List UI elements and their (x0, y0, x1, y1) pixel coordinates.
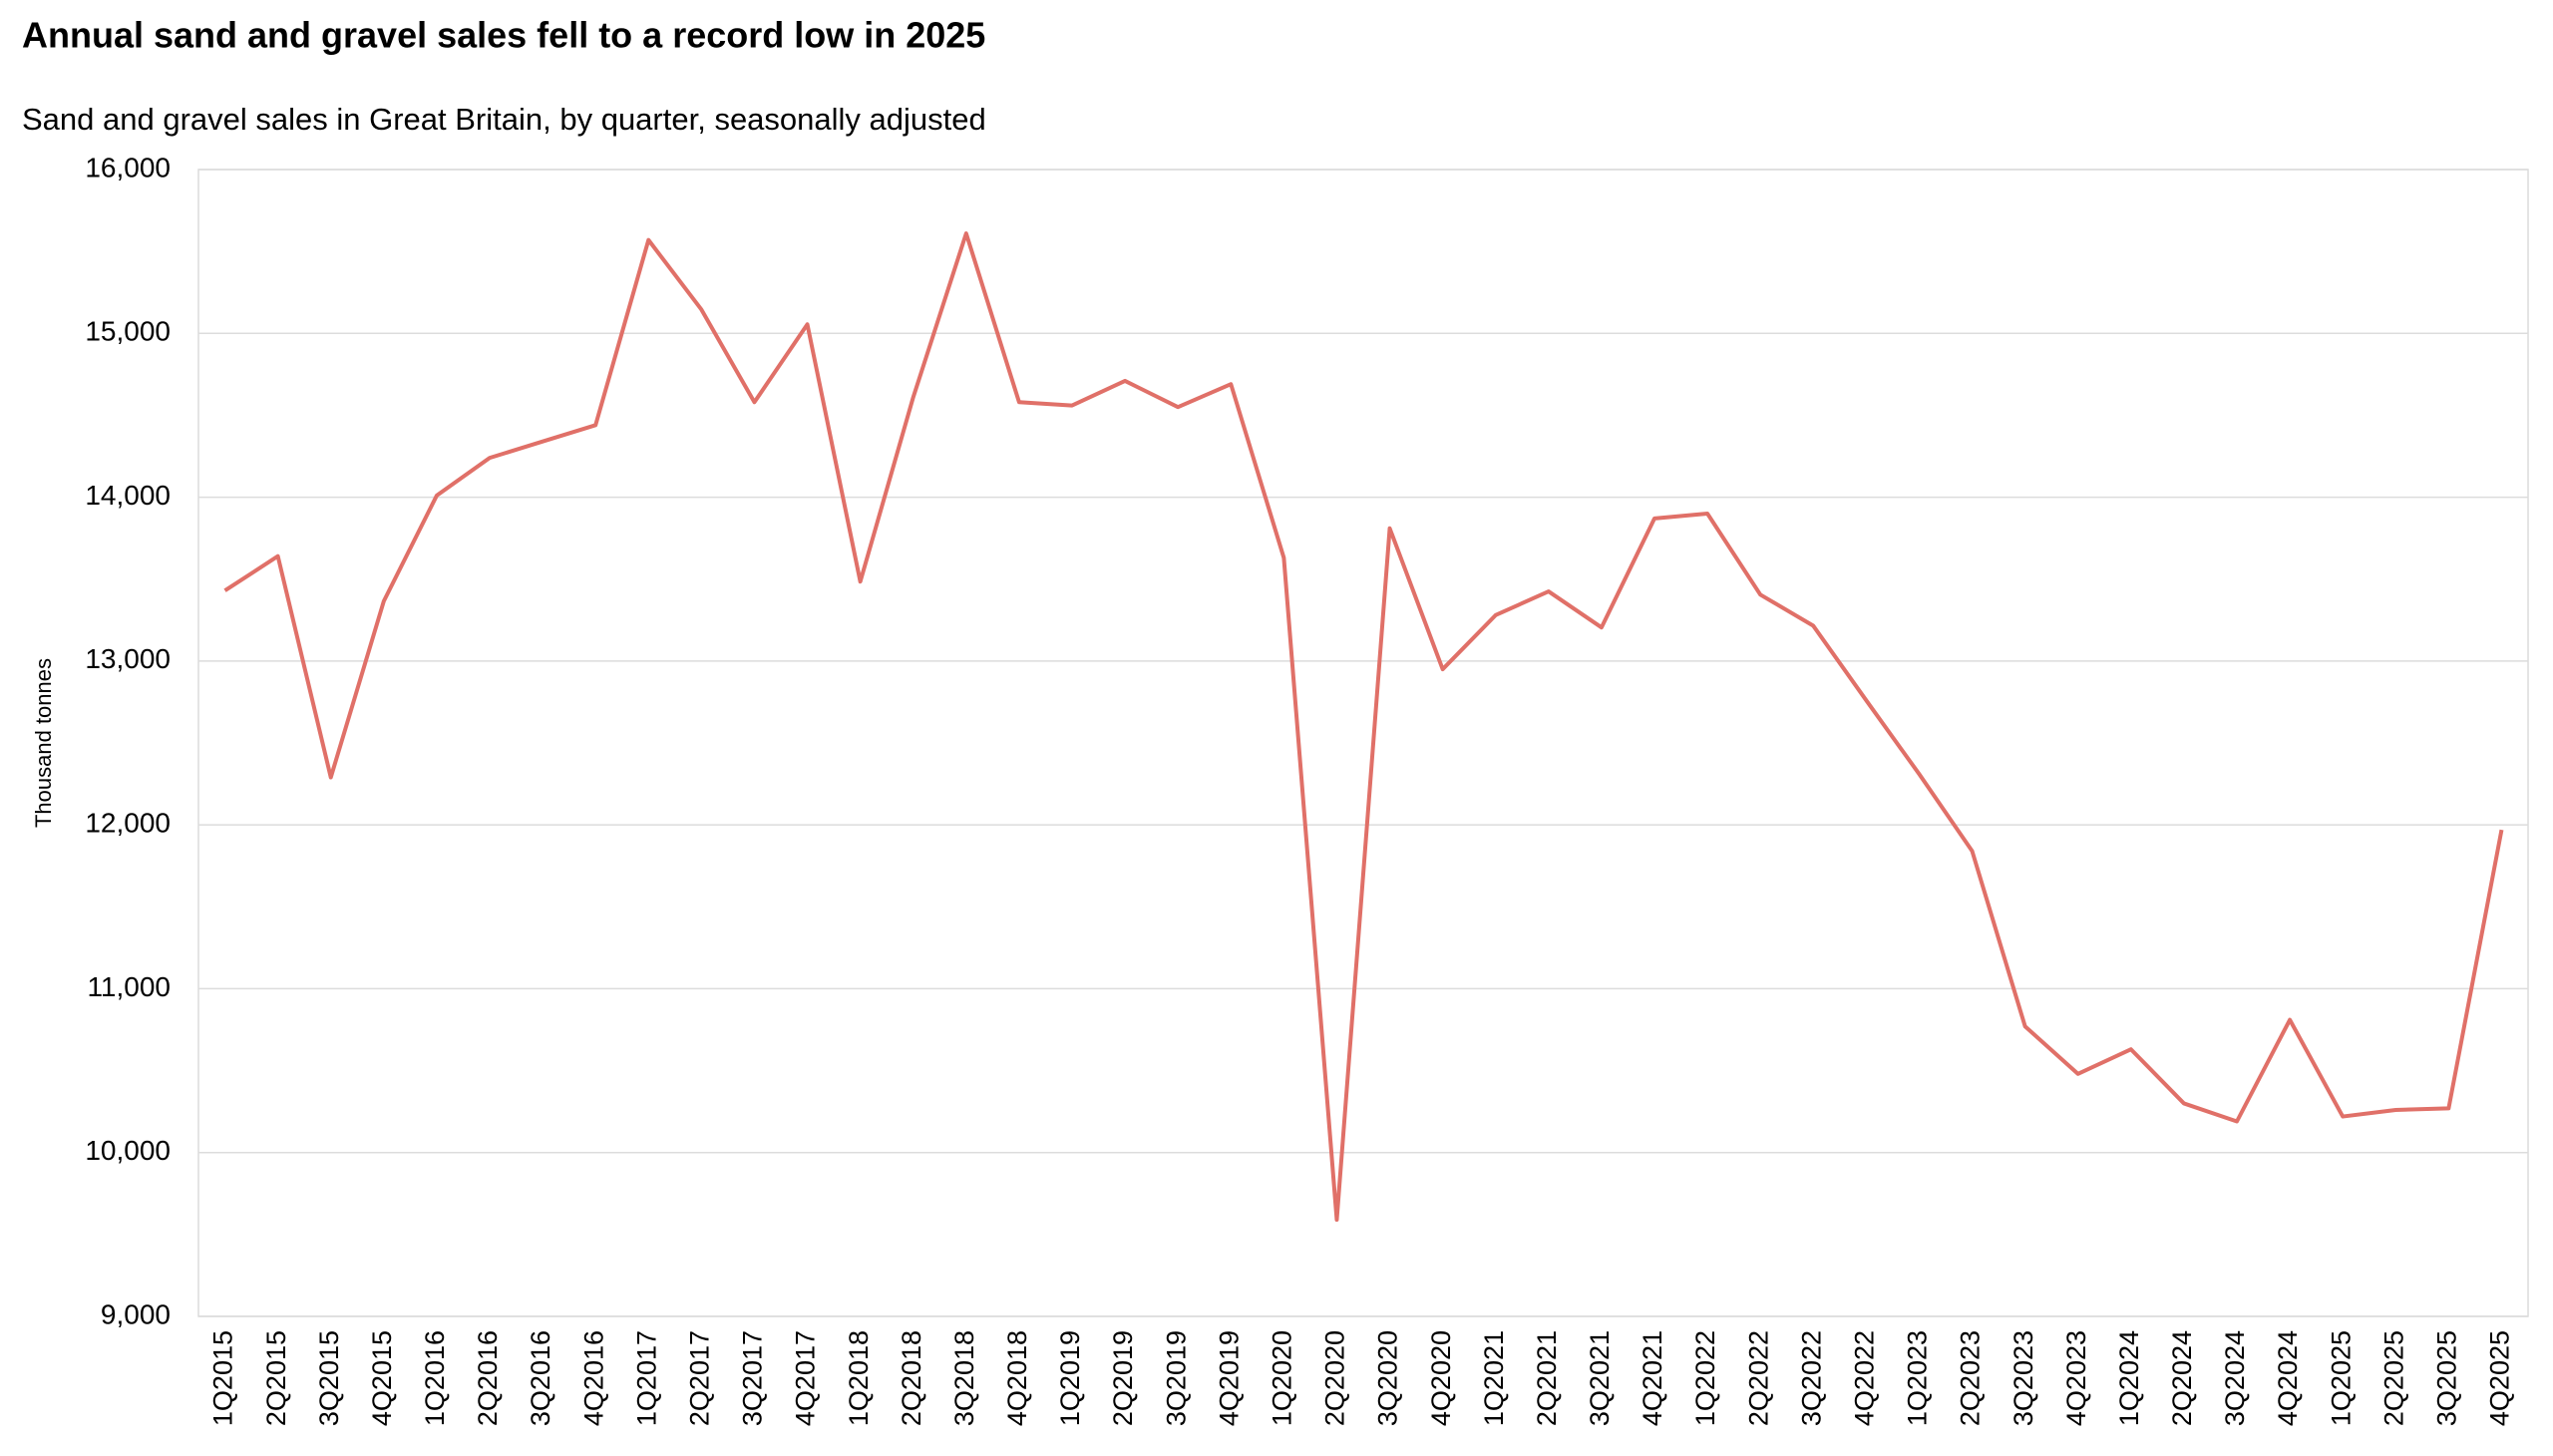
x-tick-label: 1Q2022 (1690, 1330, 1720, 1426)
x-tick-label: 4Q2024 (2273, 1330, 2303, 1426)
x-tick-label: 4Q2019 (1214, 1330, 1244, 1426)
x-tick-label: 1Q2024 (2114, 1330, 2144, 1426)
x-tick-label: 4Q2020 (1426, 1330, 1456, 1426)
x-tick-label: 3Q2025 (2431, 1330, 2461, 1426)
x-tick-label: 4Q2017 (791, 1330, 821, 1426)
x-tick-label: 2Q2024 (2167, 1330, 2197, 1426)
x-tick-label: 4Q2018 (1002, 1330, 1032, 1426)
data-line (223, 231, 2504, 1223)
x-tick-label: 4Q2016 (578, 1330, 608, 1426)
x-tick-label: 3Q2024 (2220, 1330, 2250, 1426)
y-tick-label: 16,000 (85, 152, 171, 182)
x-tick-label: 1Q2023 (1903, 1330, 1933, 1426)
x-tick-label: 3Q2018 (949, 1330, 979, 1426)
y-tick-label: 12,000 (85, 808, 171, 839)
x-tick-label: 2Q2021 (1532, 1330, 1562, 1426)
x-tick-label: 3Q2017 (738, 1330, 768, 1426)
y-tick-label: 9,000 (101, 1298, 171, 1329)
x-tick-label: 3Q2021 (1585, 1330, 1615, 1426)
x-tick-label: 3Q2015 (314, 1330, 344, 1426)
x-tick-label: 3Q2022 (1796, 1330, 1826, 1426)
x-tick-label: 1Q2015 (208, 1330, 238, 1426)
x-tick-label: 1Q2017 (631, 1330, 661, 1426)
x-tick-label: 4Q2022 (1849, 1330, 1879, 1426)
x-tick-label: 3Q2016 (526, 1330, 555, 1426)
y-tick-label: 11,000 (87, 971, 171, 1002)
x-tick-label: 2Q2018 (897, 1330, 926, 1426)
x-tick-label: 4Q2021 (1638, 1330, 1667, 1426)
x-tick-label: 2Q2015 (261, 1330, 291, 1426)
x-tick-label: 3Q2019 (1161, 1330, 1191, 1426)
x-tick-label: 2Q2023 (1956, 1330, 1986, 1426)
x-tick-label: 2Q2025 (2378, 1330, 2408, 1426)
chart-subtitle: Sand and gravel sales in Great Britain, … (22, 102, 986, 137)
y-tick-label: 10,000 (85, 1135, 171, 1166)
x-tick-label: 3Q2023 (2008, 1330, 2038, 1426)
x-tick-label: 4Q2025 (2485, 1330, 2515, 1426)
x-tick-label: 2Q2016 (473, 1330, 503, 1426)
x-tick-label: 2Q2020 (1320, 1330, 1350, 1426)
x-tick-label: 1Q2020 (1267, 1330, 1296, 1426)
y-tick-label: 13,000 (85, 643, 171, 674)
x-tick-label: 2Q2017 (684, 1330, 714, 1426)
x-tick-label: 4Q2023 (2061, 1330, 2091, 1426)
x-tick-label: 1Q2021 (1479, 1330, 1509, 1426)
y-axis-label: Thousand tonnes (31, 658, 56, 828)
y-tick-label: 14,000 (85, 480, 171, 511)
x-tick-label: 1Q2025 (2326, 1330, 2356, 1426)
y-tick-label: 15,000 (85, 316, 171, 347)
x-tick-label: 4Q2015 (367, 1330, 397, 1426)
x-tick-label: 2Q2022 (1743, 1330, 1773, 1426)
x-tick-label: 3Q2020 (1373, 1330, 1403, 1426)
x-tick-label: 1Q2018 (844, 1330, 874, 1426)
x-tick-label: 2Q2019 (1108, 1330, 1138, 1426)
x-tick-label: 1Q2019 (1055, 1330, 1085, 1426)
chart-title: Annual sand and gravel sales fell to a r… (22, 15, 985, 56)
x-tick-label: 1Q2016 (420, 1330, 450, 1426)
